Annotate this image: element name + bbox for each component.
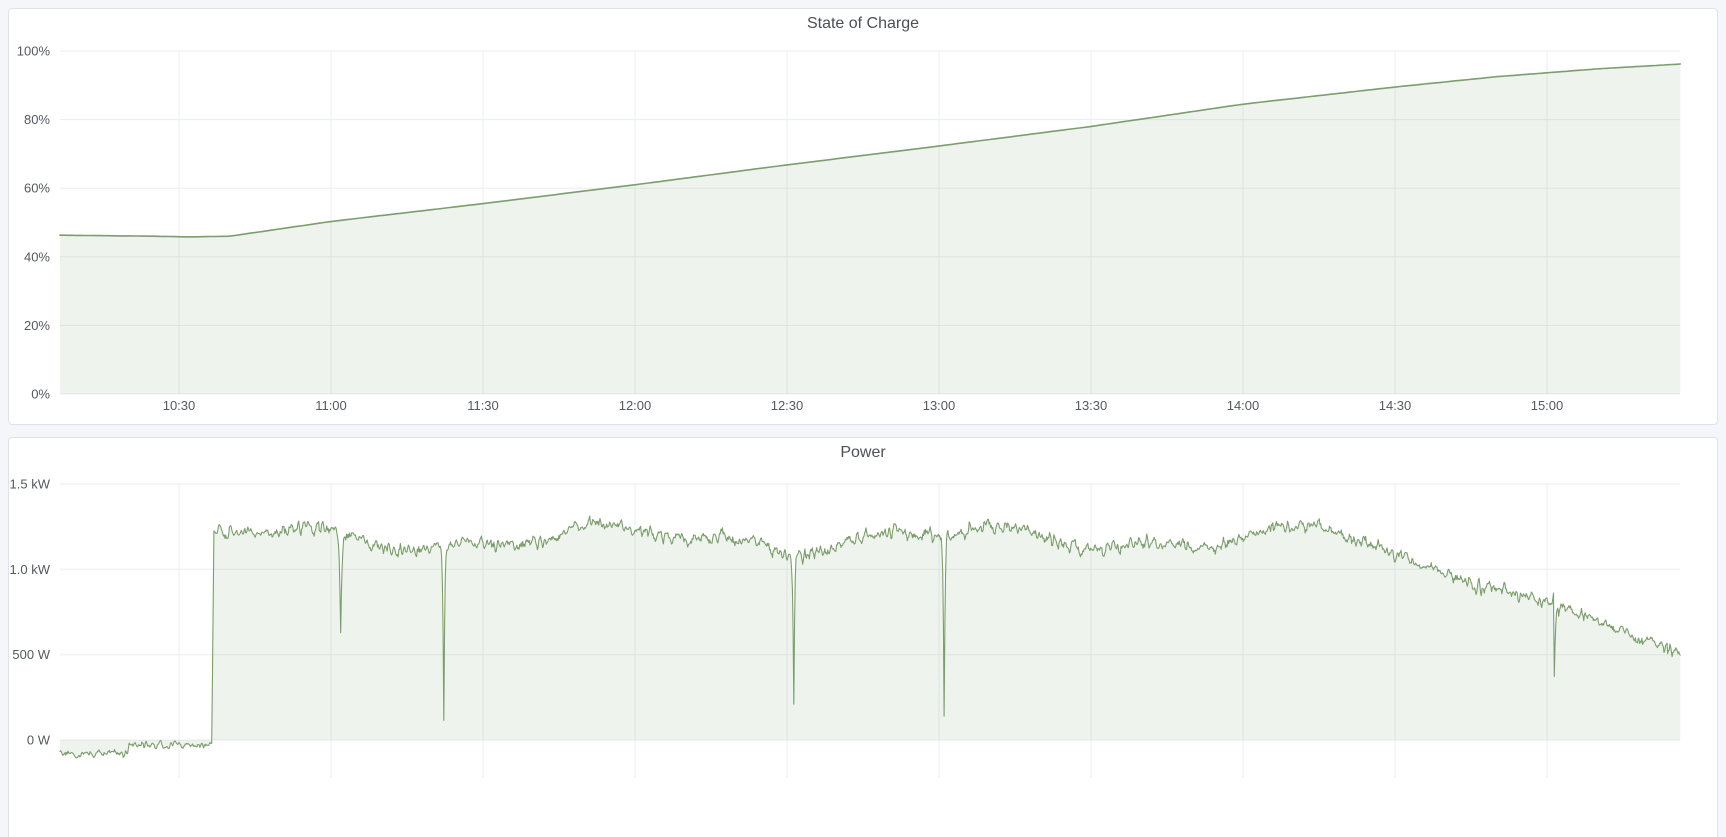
svg-text:1.5 kW: 1.5 kW (10, 477, 51, 492)
svg-text:1.0 kW: 1.0 kW (10, 562, 51, 577)
svg-text:10:30: 10:30 (163, 398, 196, 413)
svg-text:14:00: 14:00 (1227, 398, 1260, 413)
svg-text:14:30: 14:30 (1379, 398, 1412, 413)
svg-text:60%: 60% (24, 181, 50, 196)
svg-text:11:00: 11:00 (315, 398, 347, 413)
svg-text:0 W: 0 W (27, 733, 51, 748)
svg-text:12:00: 12:00 (619, 398, 652, 413)
svg-text:11:30: 11:30 (467, 398, 499, 413)
svg-text:80%: 80% (24, 112, 50, 127)
svg-text:0%: 0% (31, 387, 50, 402)
svg-text:100%: 100% (17, 44, 51, 59)
svg-text:20%: 20% (24, 318, 50, 333)
svg-text:13:00: 13:00 (923, 398, 956, 413)
svg-text:15:00: 15:00 (1531, 398, 1564, 413)
svg-text:500 W: 500 W (12, 647, 50, 662)
svg-text:40%: 40% (24, 249, 50, 264)
svg-text:12:30: 12:30 (771, 398, 804, 413)
svg-text:13:30: 13:30 (1075, 398, 1108, 413)
